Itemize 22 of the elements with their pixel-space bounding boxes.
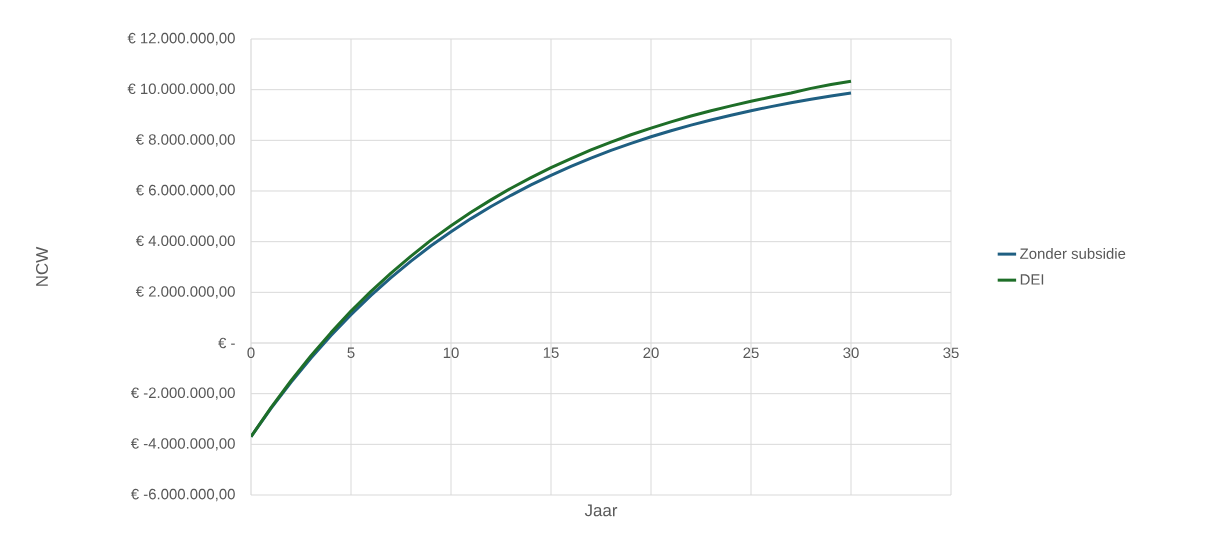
x-axis-title: Jaar <box>584 504 618 517</box>
x-tick-label: 20 <box>643 347 659 359</box>
x-tick-label: 30 <box>843 347 859 359</box>
y-tick-label: € 2.000.000,00 <box>135 286 235 299</box>
y-axis-title: NCW <box>35 246 48 286</box>
y-tick-label: € - <box>218 337 235 349</box>
x-tick-label: 10 <box>443 347 459 359</box>
y-tick-label: € -2.000.000,00 <box>130 387 235 400</box>
x-tick-label: 0 <box>247 347 255 359</box>
y-tick-label: € 8.000.000,00 <box>135 134 235 147</box>
y-tick-label: € -6.000.000,00 <box>130 488 235 502</box>
legend-label: DEI <box>1020 274 1044 285</box>
y-tick-label: € 10.000.000,00 <box>127 83 235 96</box>
legend-label: Zonder subsidie <box>1020 247 1126 259</box>
x-tick-label: 15 <box>543 347 559 358</box>
y-tick-label: € 12.000.000,00 <box>127 32 235 46</box>
y-tick-label: € 6.000.000,00 <box>135 184 235 198</box>
x-tick-label: 25 <box>743 347 759 359</box>
x-tick-label: 5 <box>347 347 355 358</box>
y-tick-label: € -4.000.000,00 <box>130 438 235 451</box>
y-tick-label: € 4.000.000,00 <box>135 235 235 248</box>
x-tick-label: 35 <box>943 347 959 359</box>
